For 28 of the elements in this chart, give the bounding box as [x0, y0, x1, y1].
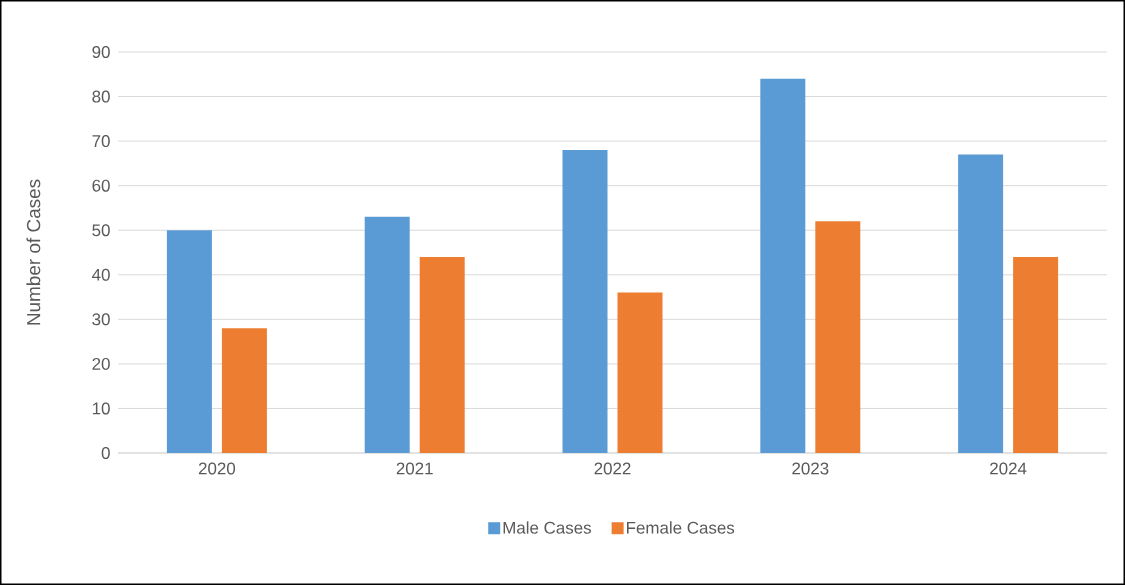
x-tick-label: 2023	[792, 462, 829, 475]
y-tick-label: 30	[92, 313, 110, 326]
bar	[1013, 256, 1059, 453]
bar	[166, 230, 212, 453]
bar	[419, 256, 465, 453]
bar	[815, 221, 861, 453]
bar	[221, 328, 267, 453]
y-tick-label: 10	[92, 402, 110, 415]
bar	[958, 154, 1004, 453]
bar	[364, 216, 410, 453]
x-tick-label: 2022	[594, 462, 631, 475]
y-tick-label: 70	[92, 135, 110, 148]
legend-label: Female Cases	[627, 521, 735, 534]
y-tick-label: 50	[92, 224, 110, 237]
y-tick-label: 80	[92, 90, 110, 103]
y-tick-label: 0	[101, 447, 110, 459]
y-tick-label: 90	[92, 46, 110, 58]
x-tick-label: 2020	[198, 462, 236, 475]
bar	[760, 78, 806, 453]
y-tick-label: 20	[92, 357, 110, 370]
legend-label: Male Cases	[503, 521, 591, 534]
x-tick-label: 2024	[990, 462, 1027, 475]
y-tick-label: 40	[92, 268, 110, 281]
bar	[562, 150, 608, 453]
bar	[617, 292, 663, 453]
y-tick-label: 60	[92, 179, 110, 192]
y-axis-title: Number of Cases	[26, 179, 41, 325]
x-tick-label: 2021	[396, 462, 433, 475]
